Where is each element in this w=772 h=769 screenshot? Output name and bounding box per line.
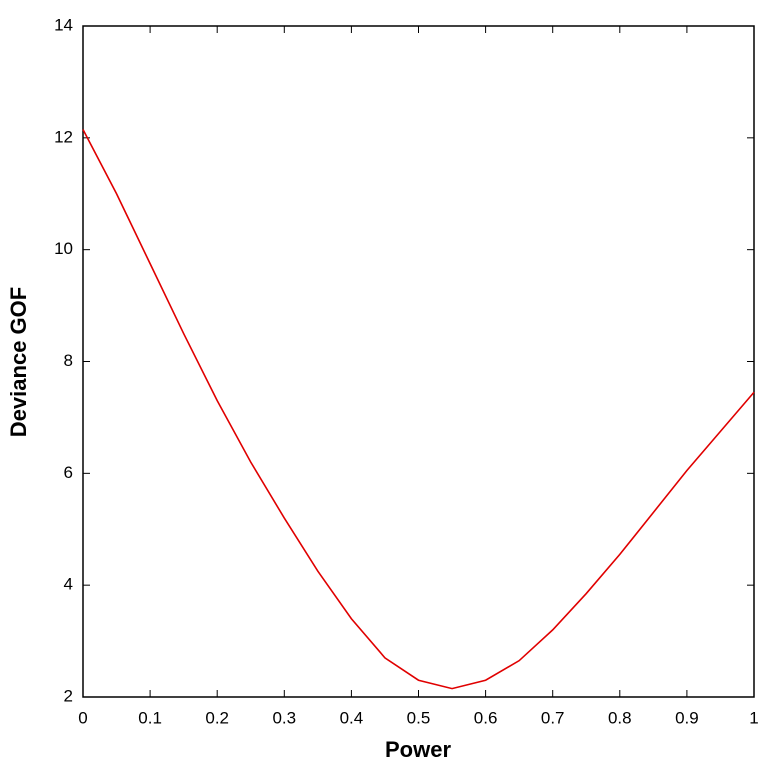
y-axis-title: Deviance GOF <box>6 287 31 437</box>
x-tick-label: 0.1 <box>138 708 162 727</box>
x-tick-label: 0.9 <box>675 708 699 727</box>
x-tick-label: 0.5 <box>407 708 431 727</box>
data-line <box>82 129 755 690</box>
x-tick-label: 0.3 <box>272 708 296 727</box>
x-tick-label: 0.8 <box>608 708 632 727</box>
y-tick-label: 8 <box>64 351 73 370</box>
x-tick-label: 1 <box>749 708 758 727</box>
x-tick-label: 0.7 <box>541 708 565 727</box>
x-tick-label: 0.4 <box>340 708 364 727</box>
y-tick-label: 2 <box>64 686 73 705</box>
x-tick-label: 0.6 <box>474 708 498 727</box>
y-tick-label: 12 <box>54 127 73 146</box>
x-axis-title: Power <box>385 737 451 762</box>
y-tick-label: 4 <box>64 575 73 594</box>
x-tick-label: 0.2 <box>205 708 229 727</box>
x-tick-label: 0 <box>78 708 87 727</box>
y-tick-label: 6 <box>64 463 73 482</box>
plot-frame <box>82 25 755 698</box>
y-tick-label: 14 <box>54 15 73 34</box>
y-tick-label: 10 <box>54 239 73 258</box>
